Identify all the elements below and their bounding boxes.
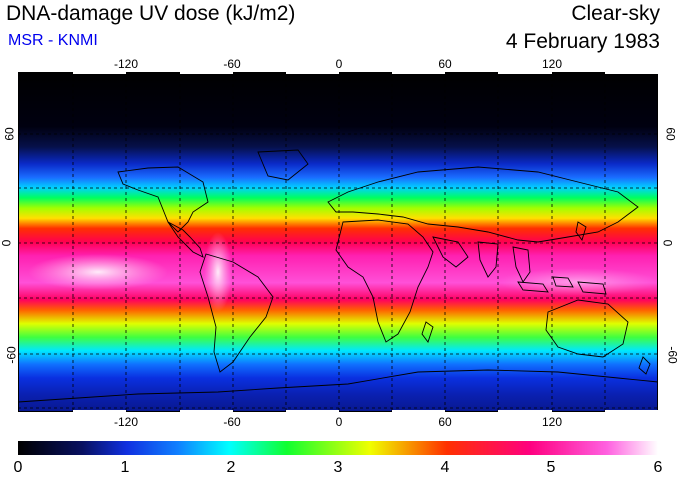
lat-tick-right: 0: [660, 239, 675, 247]
colorbar-gradient: [18, 441, 658, 455]
lon-tick-top: 120: [541, 57, 563, 71]
uv-hotspot: [28, 254, 168, 290]
colorbar: [18, 441, 658, 455]
lon-tick-top: -60: [223, 57, 241, 71]
lat-tick-left: 60: [2, 127, 17, 141]
lon-tick-bottom: 0: [335, 415, 343, 429]
colorbar-label: 6: [653, 459, 663, 476]
map-title: DNA-damage UV dose (kJ/m2): [6, 2, 296, 25]
lon-tick-top: -120: [113, 57, 139, 71]
sky-mode-label: Clear-sky: [571, 2, 660, 25]
colorbar-label: 0: [13, 459, 23, 476]
lon-tick-bottom: -60: [223, 415, 241, 429]
lat-tick-left: 0: [0, 239, 14, 247]
lon-tick-top: 60: [438, 57, 452, 71]
lat-tick-right: -60: [665, 346, 678, 364]
lat-tick-right: 60: [663, 127, 678, 141]
uv-hotspot: [204, 232, 232, 312]
border-ticks: [73, 72, 658, 412]
colorbar-label: 5: [546, 459, 556, 476]
colorbar-label: 1: [120, 459, 130, 476]
source-label: MSR - KNMI: [8, 32, 98, 49]
colorbar-label: 2: [226, 459, 236, 476]
lon-tick-bottom: 60: [438, 415, 452, 429]
graticule: [18, 72, 658, 412]
uv-dose-map: [18, 72, 658, 412]
lat-tick-left: -60: [4, 346, 19, 364]
lon-tick-bottom: 120: [541, 415, 563, 429]
date-label: 4 February 1983: [505, 30, 660, 53]
colorbar-label: 3: [333, 459, 343, 476]
lon-tick-bottom: -120: [113, 415, 139, 429]
colorbar-label: 4: [440, 459, 450, 476]
lon-tick-top: 0: [335, 57, 343, 71]
